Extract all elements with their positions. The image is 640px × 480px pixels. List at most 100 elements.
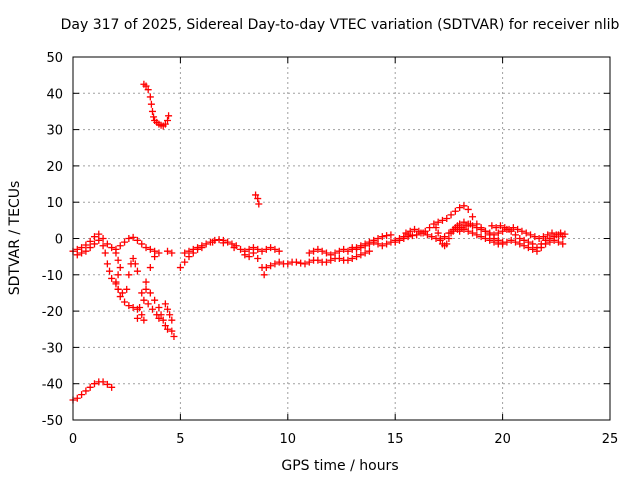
data-point bbox=[428, 233, 436, 241]
data-point bbox=[514, 225, 522, 233]
data-point bbox=[103, 260, 111, 268]
data-point bbox=[82, 387, 90, 395]
data-point bbox=[469, 213, 477, 221]
data-point bbox=[292, 258, 300, 266]
data-point bbox=[408, 232, 416, 240]
data-point bbox=[505, 225, 513, 233]
data-point bbox=[544, 231, 552, 239]
data-point bbox=[361, 242, 369, 250]
data-point bbox=[548, 229, 556, 237]
data-point bbox=[542, 240, 550, 248]
data-point bbox=[310, 247, 318, 255]
data-point bbox=[116, 293, 124, 301]
data-point bbox=[116, 242, 124, 250]
data-point bbox=[170, 333, 178, 341]
data-point bbox=[297, 259, 305, 267]
data-point bbox=[539, 233, 547, 241]
data-point bbox=[516, 240, 524, 248]
data-point bbox=[142, 244, 150, 252]
data-point bbox=[121, 238, 129, 246]
data-point bbox=[166, 311, 174, 319]
data-point bbox=[533, 247, 541, 255]
data-point bbox=[142, 278, 150, 286]
data-point bbox=[488, 222, 496, 230]
data-point bbox=[443, 240, 451, 248]
data-point bbox=[314, 256, 322, 264]
data-point bbox=[82, 241, 90, 249]
data-point bbox=[340, 245, 348, 253]
data-point bbox=[271, 245, 279, 253]
data-point bbox=[95, 230, 103, 238]
series-dip-g bbox=[140, 296, 163, 322]
data-point bbox=[426, 224, 434, 232]
x-tick-label: 20 bbox=[494, 432, 511, 447]
series-dip-d bbox=[142, 285, 172, 333]
data-point bbox=[230, 244, 238, 252]
data-point bbox=[155, 303, 163, 311]
data-point bbox=[161, 300, 169, 308]
data-point bbox=[378, 242, 386, 250]
data-point bbox=[262, 245, 270, 253]
data-point bbox=[146, 289, 154, 297]
data-point bbox=[550, 236, 558, 244]
data-point bbox=[387, 231, 395, 239]
data-point bbox=[344, 247, 352, 255]
data-point bbox=[496, 222, 504, 230]
data-point bbox=[209, 238, 217, 246]
data-point bbox=[78, 391, 86, 399]
data-point bbox=[164, 325, 172, 333]
y-tick-label: 10 bbox=[46, 196, 63, 211]
data-point bbox=[267, 244, 275, 252]
y-tick-label: -10 bbox=[42, 269, 63, 284]
x-tick-label: 25 bbox=[602, 432, 619, 447]
data-point bbox=[138, 289, 146, 297]
data-point bbox=[161, 120, 169, 128]
data-point bbox=[73, 394, 81, 402]
data-point bbox=[458, 224, 466, 232]
data-point bbox=[344, 256, 352, 264]
data-point bbox=[258, 247, 266, 255]
data-point bbox=[322, 258, 330, 266]
axis-ticks: 0 5 10 15 20 25 -50 -40 -30 -20 -10 0 10 20 30 40 50 bbox=[42, 51, 619, 447]
data-point bbox=[432, 224, 440, 232]
data-point bbox=[537, 244, 545, 252]
data-point bbox=[552, 231, 560, 239]
data-point bbox=[159, 316, 167, 324]
data-point bbox=[255, 200, 263, 208]
data-point bbox=[262, 264, 270, 272]
data-point bbox=[99, 242, 107, 250]
y-tick-label: 50 bbox=[46, 51, 63, 66]
y-tick-label: 30 bbox=[46, 124, 63, 139]
data-point bbox=[90, 240, 98, 248]
data-point bbox=[402, 229, 410, 237]
series-dip-c bbox=[133, 253, 159, 322]
series-iso bbox=[252, 191, 263, 208]
data-point bbox=[103, 240, 111, 248]
data-point bbox=[499, 227, 507, 235]
data-point bbox=[153, 311, 161, 319]
series-late-d bbox=[488, 222, 569, 242]
data-point bbox=[224, 238, 232, 246]
data-point bbox=[509, 224, 517, 232]
data-point bbox=[383, 240, 391, 248]
data-point bbox=[447, 211, 455, 219]
data-point bbox=[116, 264, 124, 272]
series-late-high bbox=[434, 202, 507, 246]
data-point bbox=[473, 220, 481, 228]
data-point bbox=[400, 235, 408, 242]
data-point bbox=[529, 245, 537, 253]
data-point bbox=[383, 232, 391, 240]
data-point bbox=[123, 285, 131, 293]
data-point bbox=[164, 247, 172, 255]
data-point bbox=[108, 383, 116, 391]
data-point bbox=[462, 222, 470, 230]
data-point bbox=[406, 227, 414, 235]
data-point bbox=[237, 245, 245, 253]
data-point bbox=[133, 236, 141, 244]
data-point bbox=[503, 238, 511, 246]
data-point bbox=[245, 245, 253, 253]
data-point bbox=[522, 229, 530, 237]
data-point bbox=[118, 289, 126, 297]
series-low bbox=[69, 378, 116, 404]
